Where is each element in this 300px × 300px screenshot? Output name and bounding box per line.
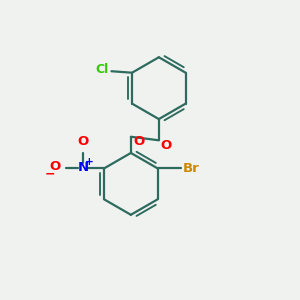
Text: O: O [49,160,60,173]
Text: Br: Br [183,162,200,175]
Text: O: O [160,140,172,152]
Text: N: N [77,161,88,174]
Text: Cl: Cl [96,63,109,76]
Text: −: − [45,167,55,180]
Text: O: O [134,135,145,148]
Text: O: O [77,135,88,148]
Text: +: + [85,157,94,167]
